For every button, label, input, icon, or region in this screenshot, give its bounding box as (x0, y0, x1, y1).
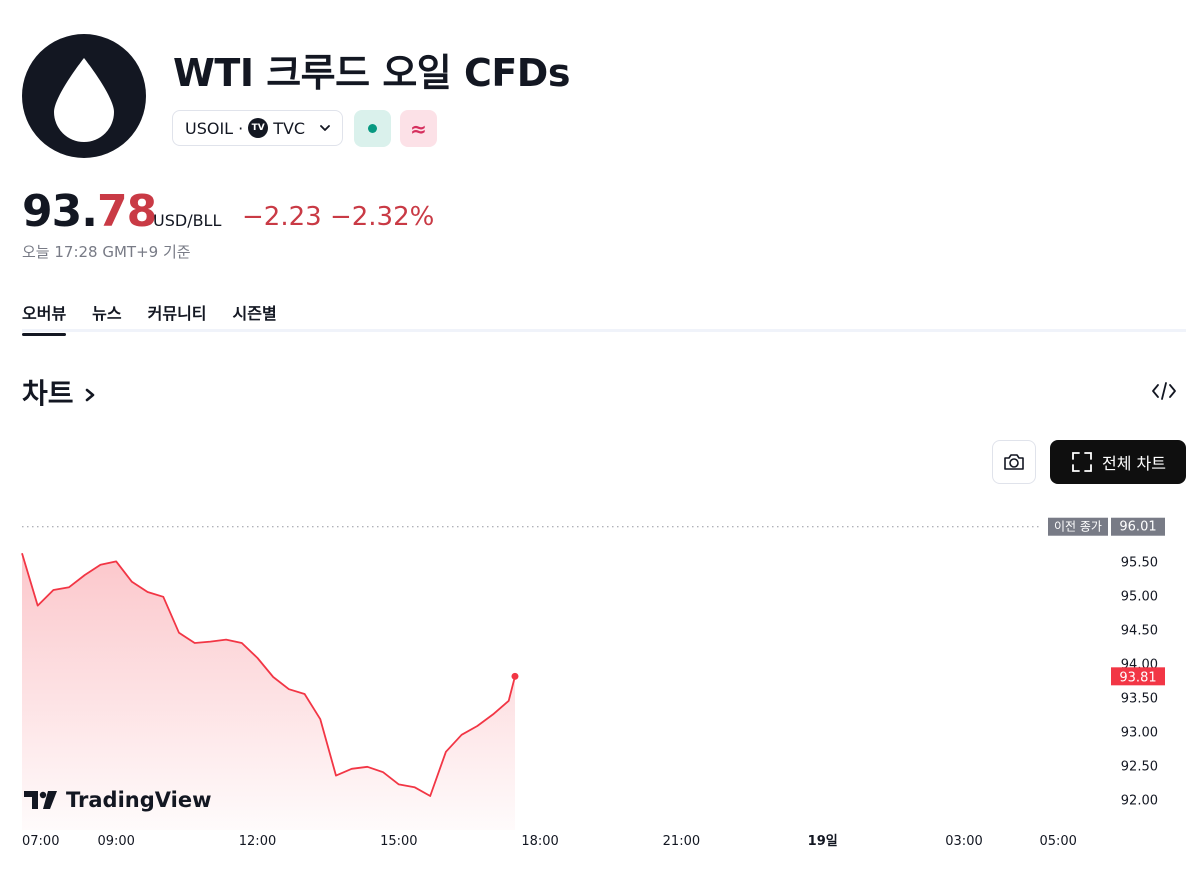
previous-close-label: 이전 종가 (1054, 520, 1102, 534)
code-embed-icon[interactable] (1150, 380, 1178, 402)
full-chart-label: 전체 차트 (1102, 454, 1166, 473)
tab-bar: 오버뷰 뉴스 커뮤니티 시즌별 (22, 300, 277, 336)
x-tick-label: 21:00 (663, 834, 700, 849)
x-tick-label: 12:00 (239, 834, 276, 849)
x-tick-label: 18:00 (521, 834, 558, 849)
full-chart-button[interactable]: 전체 차트 (1050, 440, 1186, 484)
chevron-down-icon (320, 125, 330, 131)
tab-seasonals[interactable]: 시즌별 (232, 304, 277, 323)
price-area-fill (22, 553, 515, 830)
previous-close-label-tag (1048, 517, 1108, 536)
symbol-label: USOIL (185, 118, 234, 138)
x-tick-label: 09:00 (97, 834, 134, 849)
oil-drop-icon (22, 34, 146, 158)
tradingview-logo-icon (24, 791, 57, 809)
tab-divider (22, 329, 1186, 332)
snapshot-button[interactable] (992, 440, 1036, 484)
camera-icon (1004, 454, 1024, 470)
y-tick-label: 93.00 (1121, 725, 1158, 740)
tab-news[interactable]: 뉴스 (92, 304, 122, 323)
previous-close-value: 96.01 (1119, 520, 1156, 535)
tab-overview[interactable]: 오버뷰 (22, 300, 67, 336)
market-open-status[interactable] (354, 110, 391, 147)
tv-logo-icon: TV (248, 118, 269, 138)
quote-timestamp: 오늘 17:28 GMT+9 기준 (22, 243, 191, 261)
change-percent: −2.32% (329, 202, 435, 232)
y-tick-label: 95.50 (1121, 555, 1158, 570)
chart-section-link[interactable]: 차트 (22, 372, 97, 412)
y-tick-label: 92.50 (1121, 759, 1158, 774)
price-chart[interactable]: 95.5095.0094.5094.0093.5093.0092.5092.00… (0, 490, 1200, 871)
price-unit: USD/BLL (153, 211, 222, 230)
price-change: −2.23 −2.32% (242, 202, 434, 232)
last-value-label: 93.81 (1119, 670, 1156, 685)
last-price: 93.78 (22, 186, 157, 237)
price-line (21, 552, 516, 797)
x-tick-label: 03:00 (945, 834, 982, 849)
y-tick-label: 92.00 (1121, 793, 1158, 808)
y-tick-label: 94.50 (1121, 623, 1158, 638)
tab-community[interactable]: 커뮤니티 (147, 304, 207, 323)
exchange-label: TVC (273, 118, 306, 138)
symbol-exchange-dropdown[interactable]: USOIL · TV TVC (172, 110, 343, 146)
symbol-separator: · (238, 118, 244, 138)
page-title: WTI 크루드 오일 CFDs (173, 51, 570, 95)
x-tick-label: 15:00 (380, 834, 417, 849)
delayed-data-status[interactable]: ≈ (400, 110, 437, 147)
x-tick-label: 07:00 (22, 834, 59, 849)
previous-close-value-tag (1111, 517, 1165, 536)
watermark-text: TradingView (66, 788, 212, 812)
x-tick-date-label: 19일 (808, 834, 838, 849)
market-open-dot-icon (368, 124, 377, 133)
price-integer: 93. (22, 186, 98, 237)
fullscreen-frame-icon (1072, 452, 1092, 472)
y-tick-label: 93.50 (1121, 691, 1158, 706)
price-decimal: 78 (96, 186, 157, 237)
tradingview-watermark: TradingView (24, 788, 211, 812)
delayed-approx-icon: ≈ (410, 116, 427, 141)
last-value-tag (1111, 667, 1165, 686)
change-absolute: −2.23 (242, 202, 322, 232)
chevron-right-icon (85, 388, 95, 402)
y-tick-label: 95.00 (1121, 589, 1158, 604)
last-price-dot (511, 672, 519, 680)
x-tick-label: 05:00 (1039, 834, 1076, 849)
chart-section-title: 차트 (22, 377, 74, 410)
